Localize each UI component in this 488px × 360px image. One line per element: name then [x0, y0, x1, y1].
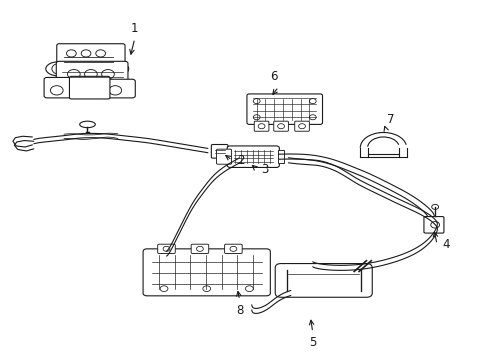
- Ellipse shape: [80, 121, 95, 128]
- FancyBboxPatch shape: [143, 249, 270, 296]
- Circle shape: [298, 124, 305, 129]
- FancyBboxPatch shape: [224, 244, 242, 253]
- FancyBboxPatch shape: [273, 121, 288, 131]
- Circle shape: [245, 286, 253, 292]
- Ellipse shape: [46, 62, 73, 76]
- Circle shape: [96, 50, 105, 57]
- FancyBboxPatch shape: [227, 146, 279, 167]
- Circle shape: [277, 124, 284, 129]
- Text: 2: 2: [237, 154, 244, 167]
- FancyBboxPatch shape: [294, 121, 309, 131]
- FancyBboxPatch shape: [423, 217, 443, 233]
- Text: 3: 3: [261, 163, 268, 176]
- Circle shape: [66, 50, 76, 57]
- Circle shape: [84, 69, 97, 79]
- FancyBboxPatch shape: [158, 244, 175, 253]
- FancyBboxPatch shape: [69, 76, 110, 99]
- Text: 8: 8: [235, 304, 243, 317]
- FancyBboxPatch shape: [44, 77, 84, 98]
- Circle shape: [431, 204, 438, 210]
- FancyBboxPatch shape: [275, 264, 371, 297]
- Circle shape: [196, 246, 203, 251]
- Text: 5: 5: [308, 336, 316, 349]
- Circle shape: [430, 222, 439, 228]
- Ellipse shape: [102, 62, 128, 76]
- Circle shape: [203, 286, 210, 292]
- Circle shape: [253, 115, 260, 120]
- FancyBboxPatch shape: [254, 121, 268, 131]
- Text: 7: 7: [386, 113, 394, 126]
- Circle shape: [160, 286, 167, 292]
- Bar: [223, 150, 228, 163]
- Bar: [277, 150, 283, 163]
- Circle shape: [52, 63, 66, 74]
- Circle shape: [253, 99, 260, 104]
- FancyBboxPatch shape: [246, 94, 322, 125]
- Circle shape: [50, 86, 63, 95]
- FancyBboxPatch shape: [191, 244, 208, 253]
- FancyBboxPatch shape: [57, 44, 125, 67]
- FancyBboxPatch shape: [216, 149, 231, 164]
- Circle shape: [258, 124, 264, 129]
- Circle shape: [163, 246, 169, 251]
- Circle shape: [67, 69, 80, 79]
- Circle shape: [109, 86, 122, 95]
- FancyBboxPatch shape: [211, 144, 227, 158]
- Circle shape: [108, 63, 122, 74]
- Circle shape: [229, 246, 236, 251]
- Circle shape: [81, 50, 91, 57]
- Text: 6: 6: [269, 70, 277, 83]
- Text: 4: 4: [441, 238, 448, 251]
- Circle shape: [102, 69, 114, 79]
- Circle shape: [309, 99, 316, 104]
- FancyBboxPatch shape: [56, 61, 128, 84]
- FancyBboxPatch shape: [95, 79, 135, 98]
- Circle shape: [309, 115, 316, 120]
- Text: 1: 1: [131, 22, 138, 35]
